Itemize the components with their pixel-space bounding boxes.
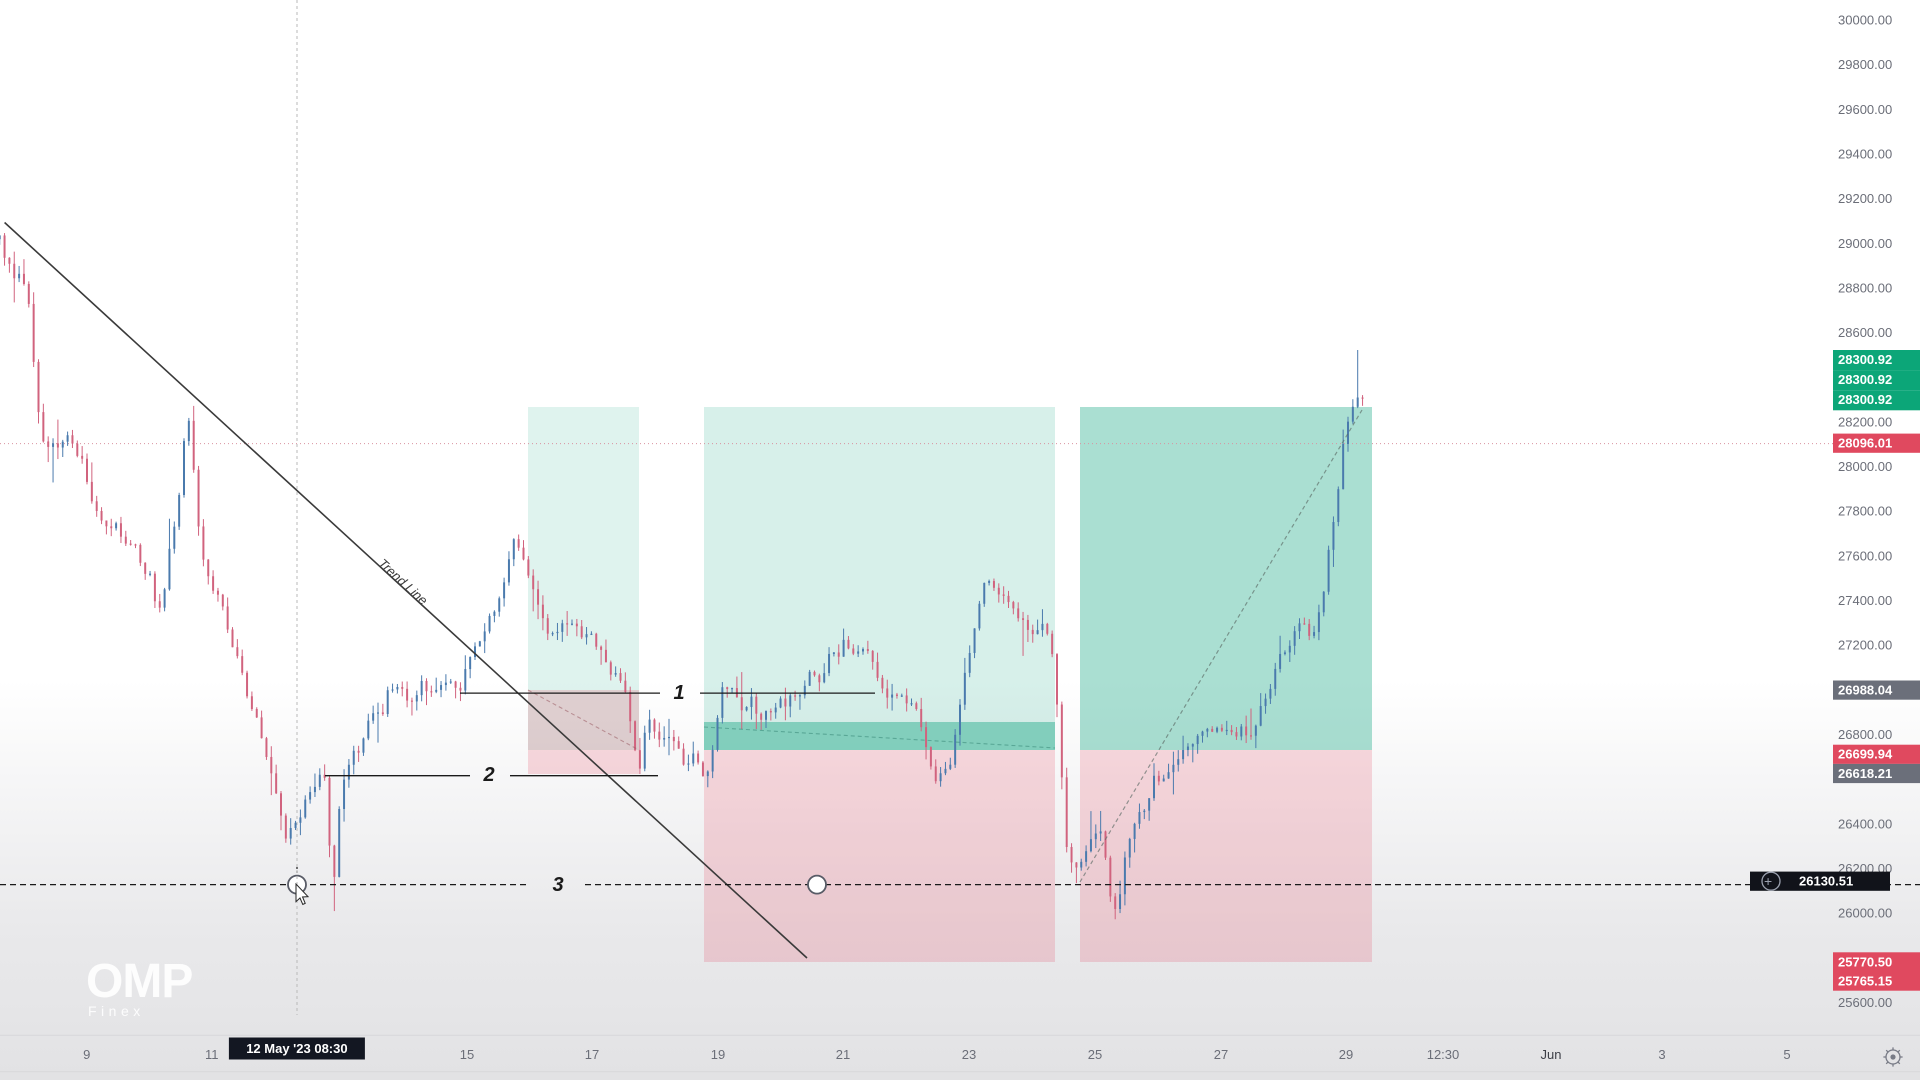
svg-text:28800.00: 28800.00 [1838, 280, 1892, 295]
svg-text:26699.94: 26699.94 [1838, 747, 1893, 762]
svg-text:5: 5 [1783, 1047, 1790, 1062]
svg-text:28300.92: 28300.92 [1838, 372, 1892, 387]
svg-text:25770.50: 25770.50 [1838, 954, 1892, 969]
svg-text:26400.00: 26400.00 [1838, 816, 1892, 831]
svg-text:28096.01: 28096.01 [1838, 436, 1892, 451]
svg-text:21: 21 [836, 1047, 850, 1062]
svg-text:25600.00: 25600.00 [1838, 995, 1892, 1010]
svg-text:25765.15: 25765.15 [1838, 974, 1892, 989]
svg-text:29: 29 [1339, 1047, 1353, 1062]
svg-text:15: 15 [460, 1047, 474, 1062]
svg-text:1: 1 [673, 682, 684, 704]
svg-text:27: 27 [1214, 1047, 1228, 1062]
svg-text:9: 9 [83, 1047, 90, 1062]
svg-text:26988.04: 26988.04 [1838, 683, 1893, 698]
svg-text:26130.51: 26130.51 [1799, 874, 1853, 889]
svg-text:OMP: OMP [86, 955, 192, 1008]
svg-text:28300.92: 28300.92 [1838, 352, 1892, 367]
svg-text:27600.00: 27600.00 [1838, 548, 1892, 563]
svg-text:3: 3 [1658, 1047, 1665, 1062]
svg-text:28200.00: 28200.00 [1838, 414, 1892, 429]
svg-text:26000.00: 26000.00 [1838, 906, 1892, 921]
svg-text:30000.00: 30000.00 [1838, 13, 1892, 28]
svg-text:29600.00: 29600.00 [1838, 102, 1892, 117]
svg-text:Jun: Jun [1541, 1047, 1562, 1062]
svg-text:29200.00: 29200.00 [1838, 191, 1892, 206]
svg-text:23: 23 [962, 1047, 976, 1062]
svg-text:12:30: 12:30 [1427, 1047, 1460, 1062]
svg-text:25: 25 [1088, 1047, 1102, 1062]
svg-text:27400.00: 27400.00 [1838, 593, 1892, 608]
svg-text:29000.00: 29000.00 [1838, 236, 1892, 251]
svg-text:28000.00: 28000.00 [1838, 459, 1892, 474]
svg-text:17: 17 [585, 1047, 599, 1062]
svg-text:29800.00: 29800.00 [1838, 57, 1892, 72]
svg-text:2: 2 [482, 764, 494, 786]
svg-text:11: 11 [205, 1047, 219, 1062]
svg-text:Finex: Finex [88, 1003, 145, 1019]
svg-text:+: + [1764, 873, 1772, 889]
svg-text:26618.21: 26618.21 [1838, 766, 1892, 781]
svg-text:28600.00: 28600.00 [1838, 325, 1892, 340]
svg-text:27800.00: 27800.00 [1838, 504, 1892, 519]
svg-text:19: 19 [711, 1047, 725, 1062]
svg-text:3: 3 [552, 874, 563, 896]
svg-text:28300.92: 28300.92 [1838, 392, 1892, 407]
svg-text:27200.00: 27200.00 [1838, 638, 1892, 653]
svg-text:12 May '23 08:30: 12 May '23 08:30 [246, 1041, 347, 1056]
svg-text:26800.00: 26800.00 [1838, 727, 1892, 742]
svg-text:29400.00: 29400.00 [1838, 147, 1892, 162]
